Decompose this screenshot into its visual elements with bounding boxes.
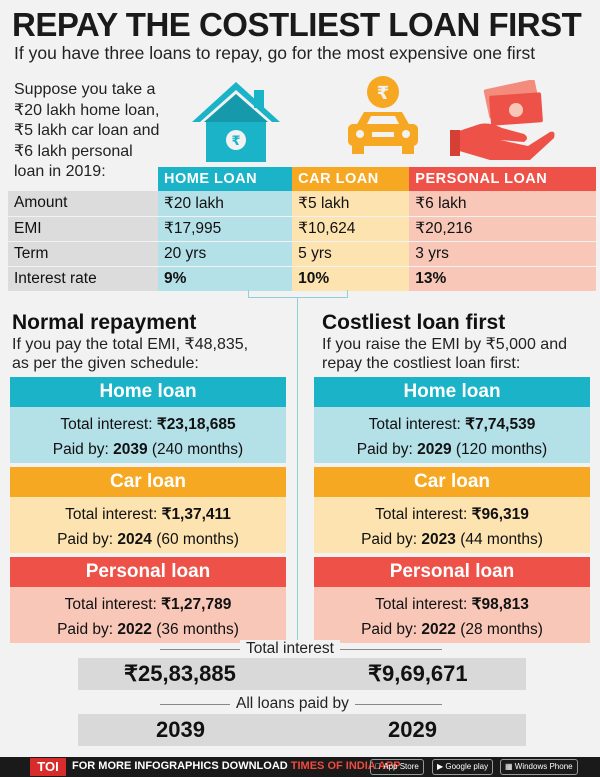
table-row: Interest rate 9% 10% 13% bbox=[8, 266, 596, 292]
total-interest-costliest: ₹9,69,671 bbox=[368, 661, 468, 686]
google-play-badge[interactable]: ▶ Google play bbox=[432, 759, 494, 775]
table-row: EMI ₹17,995 ₹10,624 ₹20,216 bbox=[8, 216, 596, 242]
header-car-loan: CAR LOAN bbox=[292, 167, 410, 191]
normal-home-loan-card: Home loan Total interest: ₹23,18,685 Pai… bbox=[10, 377, 286, 463]
table-row: Term 20 yrs 5 yrs 3 yrs bbox=[8, 241, 596, 267]
connector-line bbox=[297, 618, 298, 640]
house-icon: ₹ bbox=[192, 82, 280, 162]
normal-personal-loan-card: Personal loan Total interest: ₹1,27,789 … bbox=[10, 557, 286, 643]
header-personal-loan: PERSONAL LOAN bbox=[409, 167, 596, 191]
footer-bar: TOI FOR MORE INFOGRAPHICS DOWNLOAD TIMES… bbox=[0, 757, 600, 777]
windows-phone-badge[interactable]: ▦ Windows Phone bbox=[500, 759, 578, 775]
normal-repayment-desc: If you pay the total EMI, ₹48,835, as pe… bbox=[12, 336, 249, 372]
total-interest-normal: ₹25,83,885 bbox=[124, 661, 236, 686]
costliest-loan-desc: If you raise the EMI by ₹5,000 and repay… bbox=[322, 336, 567, 372]
connector-line bbox=[248, 297, 348, 298]
normal-car-loan-card: Car loan Total interest: ₹1,37,411 Paid … bbox=[10, 467, 286, 553]
table-row: Amount ₹20 lakh ₹5 lakh ₹6 lakh bbox=[8, 191, 596, 217]
page-title: REPAY THE COSTLIEST LOAN FIRST bbox=[12, 6, 582, 43]
total-interest-bar: ₹25,83,885 ₹9,69,671 bbox=[78, 658, 526, 690]
header-home-loan: HOME LOAN bbox=[158, 167, 293, 191]
costliest-home-loan-card: Home loan Total interest: ₹7,74,539 Paid… bbox=[314, 377, 590, 463]
page-subtitle: If you have three loans to repay, go for… bbox=[14, 43, 536, 63]
all-loans-paid-bar: 2039 2029 bbox=[78, 714, 526, 746]
costliest-personal-loan-card: Personal loan Total interest: ₹98,813 Pa… bbox=[314, 557, 590, 643]
intro-text: Suppose you take a ₹20 lakh home loan, ₹… bbox=[14, 81, 160, 180]
svg-text:₹: ₹ bbox=[231, 134, 240, 149]
costliest-car-loan-card: Car loan Total interest: ₹96,319 Paid by… bbox=[314, 467, 590, 553]
footer-text: FOR MORE INFOGRAPHICS DOWNLOAD TIMES OF … bbox=[72, 760, 401, 772]
all-loans-paid-label: All loans paid by bbox=[230, 695, 355, 713]
app-store-badge[interactable]:  App Store bbox=[370, 759, 424, 775]
paid-by-costliest: 2029 bbox=[388, 717, 437, 742]
car-icon: ₹ bbox=[348, 76, 418, 154]
connector-line bbox=[297, 297, 298, 619]
connector-line bbox=[347, 290, 348, 298]
svg-text:₹: ₹ bbox=[377, 83, 390, 104]
normal-repayment-title: Normal repayment bbox=[12, 311, 197, 334]
hand-money-icon bbox=[450, 80, 555, 160]
paid-by-normal: 2039 bbox=[156, 717, 205, 742]
costliest-loan-title: Costliest loan first bbox=[322, 311, 506, 334]
toi-logo: TOI bbox=[30, 758, 66, 776]
loans-table: HOME LOAN CAR LOAN PERSONAL LOAN Amount … bbox=[8, 167, 596, 292]
connector-line bbox=[248, 290, 249, 298]
total-interest-label: Total interest bbox=[240, 640, 340, 658]
